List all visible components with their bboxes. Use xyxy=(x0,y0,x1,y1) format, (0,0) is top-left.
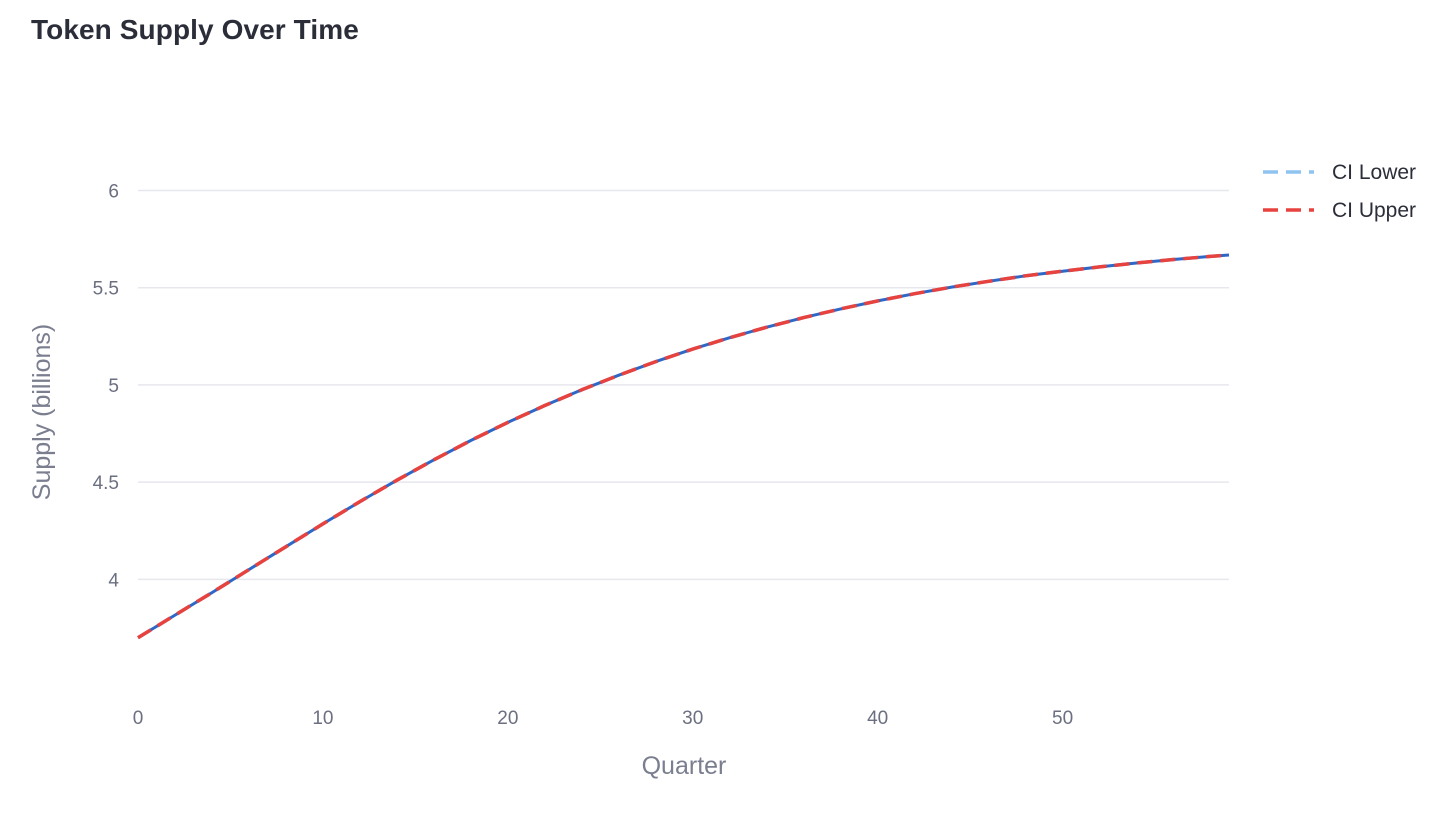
x-tick-label: 10 xyxy=(312,708,333,729)
x-tick-label: 20 xyxy=(497,708,518,729)
y-tick-label: 5.5 xyxy=(93,279,119,300)
ci-upper-line xyxy=(137,253,1230,640)
x-tick-label: 50 xyxy=(1052,708,1073,729)
legend-label: CI Lower xyxy=(1332,161,1416,184)
y-axis-title: Supply (billions) xyxy=(28,324,56,500)
y-tick-label: 5 xyxy=(108,376,119,397)
y-axis-ticks: 4 4.5 5 5.5 6 xyxy=(93,181,120,591)
x-tick-label: 30 xyxy=(682,708,703,729)
ci-lower-line xyxy=(137,253,1230,640)
x-axis-title: Quarter xyxy=(642,752,727,780)
y-tick-label: 4.5 xyxy=(93,473,119,494)
legend: CI Lower CI Upper xyxy=(1263,161,1416,222)
x-axis-ticks: 0 10 20 30 40 50 xyxy=(133,708,1073,729)
y-tick-label: 6 xyxy=(108,181,119,202)
chart-title: Token Supply Over Time xyxy=(31,14,359,45)
central-line xyxy=(137,253,1230,639)
x-tick-label: 40 xyxy=(867,708,888,729)
series-lines xyxy=(137,253,1230,640)
grid-lines xyxy=(138,189,1229,581)
legend-label: CI Upper xyxy=(1332,199,1416,222)
y-tick-label: 4 xyxy=(108,570,119,591)
x-tick-label: 0 xyxy=(133,708,144,729)
